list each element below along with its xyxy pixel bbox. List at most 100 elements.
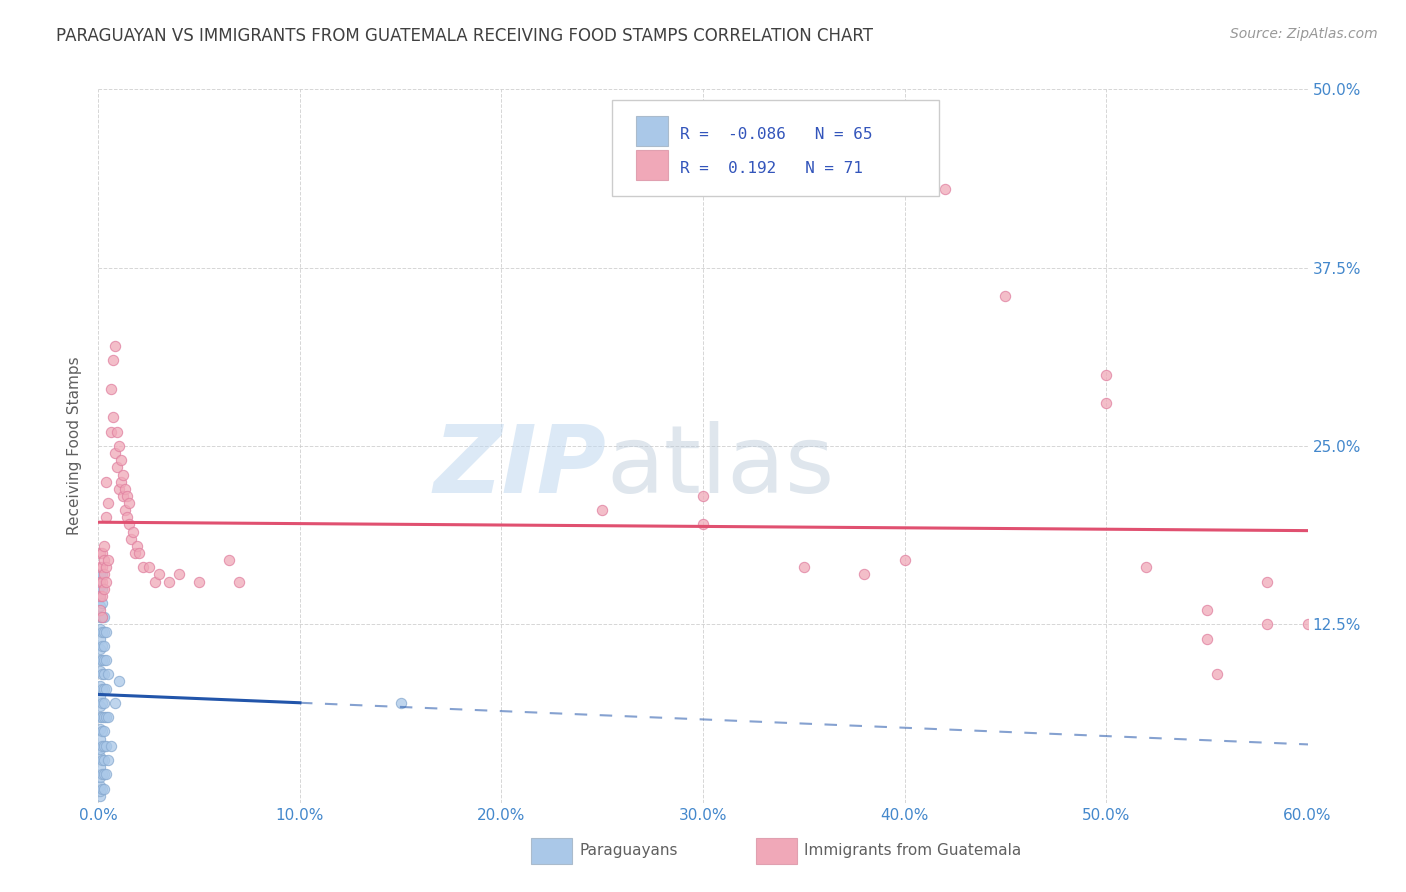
Point bbox=[124, 546, 146, 560]
Point bbox=[118, 517, 141, 532]
Point bbox=[89, 546, 111, 560]
Point bbox=[218, 553, 240, 567]
Point bbox=[89, 653, 111, 667]
Point bbox=[1256, 617, 1278, 632]
Point bbox=[107, 482, 129, 496]
Point bbox=[114, 503, 136, 517]
FancyBboxPatch shape bbox=[637, 150, 668, 180]
Point bbox=[89, 589, 111, 603]
Point bbox=[128, 546, 150, 560]
Point bbox=[1256, 574, 1278, 589]
Point bbox=[93, 539, 115, 553]
Point bbox=[89, 579, 111, 593]
Point bbox=[89, 722, 111, 736]
Point bbox=[91, 546, 114, 560]
Point bbox=[110, 475, 132, 489]
Point bbox=[89, 622, 111, 636]
Point bbox=[105, 425, 128, 439]
Point bbox=[97, 753, 120, 767]
Point bbox=[89, 784, 111, 798]
Point bbox=[91, 767, 114, 781]
Point bbox=[89, 741, 111, 756]
FancyBboxPatch shape bbox=[756, 838, 797, 864]
Point bbox=[692, 489, 714, 503]
Point bbox=[1206, 667, 1229, 681]
Point bbox=[89, 665, 111, 679]
Point bbox=[97, 710, 120, 724]
Point bbox=[91, 667, 114, 681]
Point bbox=[118, 496, 141, 510]
Point bbox=[91, 724, 114, 739]
Point bbox=[89, 679, 111, 693]
Point bbox=[994, 289, 1017, 303]
Point bbox=[91, 739, 114, 753]
Point bbox=[111, 467, 134, 482]
Point bbox=[96, 475, 118, 489]
Point bbox=[93, 696, 115, 710]
Point bbox=[93, 781, 115, 796]
Point bbox=[1195, 632, 1218, 646]
Point bbox=[389, 696, 412, 710]
Point bbox=[228, 574, 250, 589]
Point bbox=[97, 553, 120, 567]
Point bbox=[91, 781, 114, 796]
Point bbox=[114, 482, 136, 496]
Point bbox=[89, 731, 111, 746]
Point bbox=[793, 560, 815, 574]
Point bbox=[96, 653, 118, 667]
FancyBboxPatch shape bbox=[531, 838, 572, 864]
Point bbox=[89, 789, 111, 803]
Point bbox=[121, 524, 143, 539]
Point bbox=[96, 624, 118, 639]
Point bbox=[96, 560, 118, 574]
Text: Immigrants from Guatemala: Immigrants from Guatemala bbox=[804, 844, 1022, 858]
Point bbox=[91, 639, 114, 653]
Text: atlas: atlas bbox=[606, 421, 835, 514]
Point bbox=[100, 382, 122, 396]
Point bbox=[101, 410, 124, 425]
Point bbox=[167, 567, 190, 582]
Point bbox=[91, 560, 114, 574]
Point bbox=[96, 767, 118, 781]
Point bbox=[188, 574, 211, 589]
Point bbox=[91, 710, 114, 724]
Point bbox=[107, 439, 129, 453]
Point bbox=[91, 610, 114, 624]
Point bbox=[1095, 396, 1118, 410]
Text: Paraguayans: Paraguayans bbox=[579, 844, 678, 858]
Point bbox=[103, 696, 125, 710]
Point bbox=[89, 760, 111, 774]
Point bbox=[96, 574, 118, 589]
Point bbox=[89, 560, 111, 574]
Point bbox=[91, 574, 114, 589]
Point bbox=[93, 767, 115, 781]
Point bbox=[93, 553, 115, 567]
Point bbox=[97, 496, 120, 510]
Point bbox=[89, 641, 111, 656]
Point bbox=[115, 489, 138, 503]
Point bbox=[853, 567, 876, 582]
Point bbox=[89, 779, 111, 793]
Point bbox=[91, 596, 114, 610]
Point bbox=[96, 710, 118, 724]
Point bbox=[101, 353, 124, 368]
Point bbox=[91, 681, 114, 696]
Point bbox=[89, 610, 111, 624]
Point bbox=[93, 567, 115, 582]
Point bbox=[89, 567, 111, 582]
Point bbox=[93, 681, 115, 696]
Point bbox=[157, 574, 180, 589]
Point bbox=[91, 589, 114, 603]
Point bbox=[91, 610, 114, 624]
Text: ZIP: ZIP bbox=[433, 421, 606, 514]
Point bbox=[91, 696, 114, 710]
Point bbox=[89, 710, 111, 724]
Point bbox=[93, 610, 115, 624]
Point bbox=[93, 653, 115, 667]
Point bbox=[132, 560, 155, 574]
Point bbox=[692, 517, 714, 532]
FancyBboxPatch shape bbox=[613, 100, 939, 196]
Point bbox=[91, 582, 114, 596]
Point bbox=[1296, 617, 1319, 632]
Point bbox=[115, 510, 138, 524]
